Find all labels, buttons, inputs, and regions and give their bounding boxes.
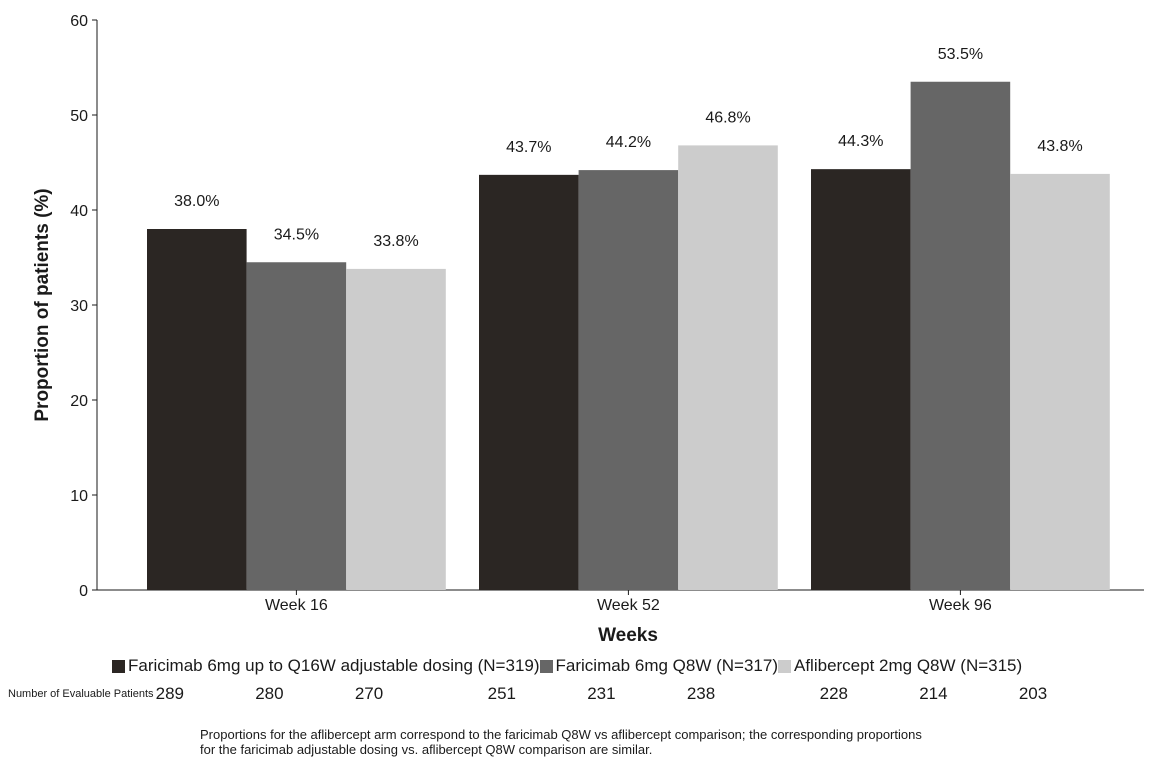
evaluable-patients-title: Number of Evaluable Patients	[8, 688, 154, 700]
footnote-line: for the faricimab adjustable dosing vs. …	[200, 742, 653, 757]
legend-label: Faricimab 6mg Q8W (N=317)	[555, 656, 778, 675]
y-tick-label: 30	[70, 298, 88, 315]
evaluable-patients-count: 231	[587, 684, 616, 703]
legend-label: Faricimab 6mg up to Q16W adjustable dosi…	[128, 656, 540, 675]
legend-item-faricimab-q8w: Faricimab 6mg Q8W (N=317)	[539, 656, 778, 676]
y-tick-label: 0	[79, 583, 88, 600]
bar	[479, 174, 579, 590]
evaluable-patients-count: 289	[155, 684, 184, 703]
legend-swatch	[112, 659, 125, 673]
x-tick-label: Week 96	[929, 597, 992, 614]
bar-value-label: 38.0%	[174, 193, 219, 210]
bar	[147, 229, 247, 590]
bar	[346, 268, 446, 590]
y-tick-label: 40	[70, 203, 88, 220]
x-tick-label: Week 16	[265, 597, 328, 614]
bar	[910, 81, 1011, 590]
bar-value-label: 44.3%	[838, 133, 883, 150]
footnote-line: Proportions for the aflibercept arm corr…	[200, 727, 922, 742]
bar-chart: 0 10 20 30 40 50 60 38.0% 34.5% 33.8% 43.7% 44.2% 4…	[32, 13, 1144, 646]
legend-swatch	[539, 659, 553, 673]
evaluable-patients-count: 251	[487, 684, 516, 703]
bar-value-label: 43.7%	[506, 139, 551, 156]
bar	[811, 169, 911, 590]
evaluable-patients-count: 214	[919, 684, 948, 703]
legend: Faricimab 6mg up to Q16W adjustable dosi…	[112, 656, 1022, 676]
evaluable-patients-count: 238	[686, 684, 716, 703]
y-tick-label: 20	[70, 393, 88, 410]
bar	[246, 262, 347, 590]
bar-value-label: 33.8%	[373, 233, 418, 250]
x-axis-title: Weeks	[598, 625, 658, 646]
evaluable-patients-count: 270	[354, 684, 384, 703]
evaluable-patients-count: 228	[819, 684, 848, 703]
bar	[578, 170, 679, 590]
footnote: Proportions for the aflibercept arm corr…	[200, 727, 1130, 757]
legend-item-aflibercept: Aflibercept 2mg Q8W (N=315)	[778, 656, 1022, 676]
y-axis-title: Proportion of patients (%)	[32, 188, 53, 421]
legend-swatch	[778, 659, 791, 673]
x-tick-label: Week 52	[597, 597, 660, 614]
evaluable-patients-count: 203	[1018, 684, 1048, 703]
legend-item-faricimab-adjustable: Faricimab 6mg up to Q16W adjustable dosi…	[112, 656, 540, 676]
bar-value-label: 43.8%	[1037, 138, 1082, 155]
bar	[1010, 173, 1110, 590]
evaluable-patients-count: 280	[255, 684, 284, 703]
bar-value-label: 44.2%	[606, 134, 651, 151]
bar-value-label: 34.5%	[274, 226, 319, 243]
y-tick-label: 50	[70, 108, 88, 125]
bar	[678, 145, 778, 590]
y-tick-label: 10	[70, 488, 88, 505]
legend-label: Aflibercept 2mg Q8W (N=315)	[794, 656, 1023, 675]
bar-value-label: 46.8%	[705, 109, 750, 126]
bar-value-label: 53.5%	[938, 46, 983, 63]
y-tick-label: 60	[70, 13, 88, 30]
